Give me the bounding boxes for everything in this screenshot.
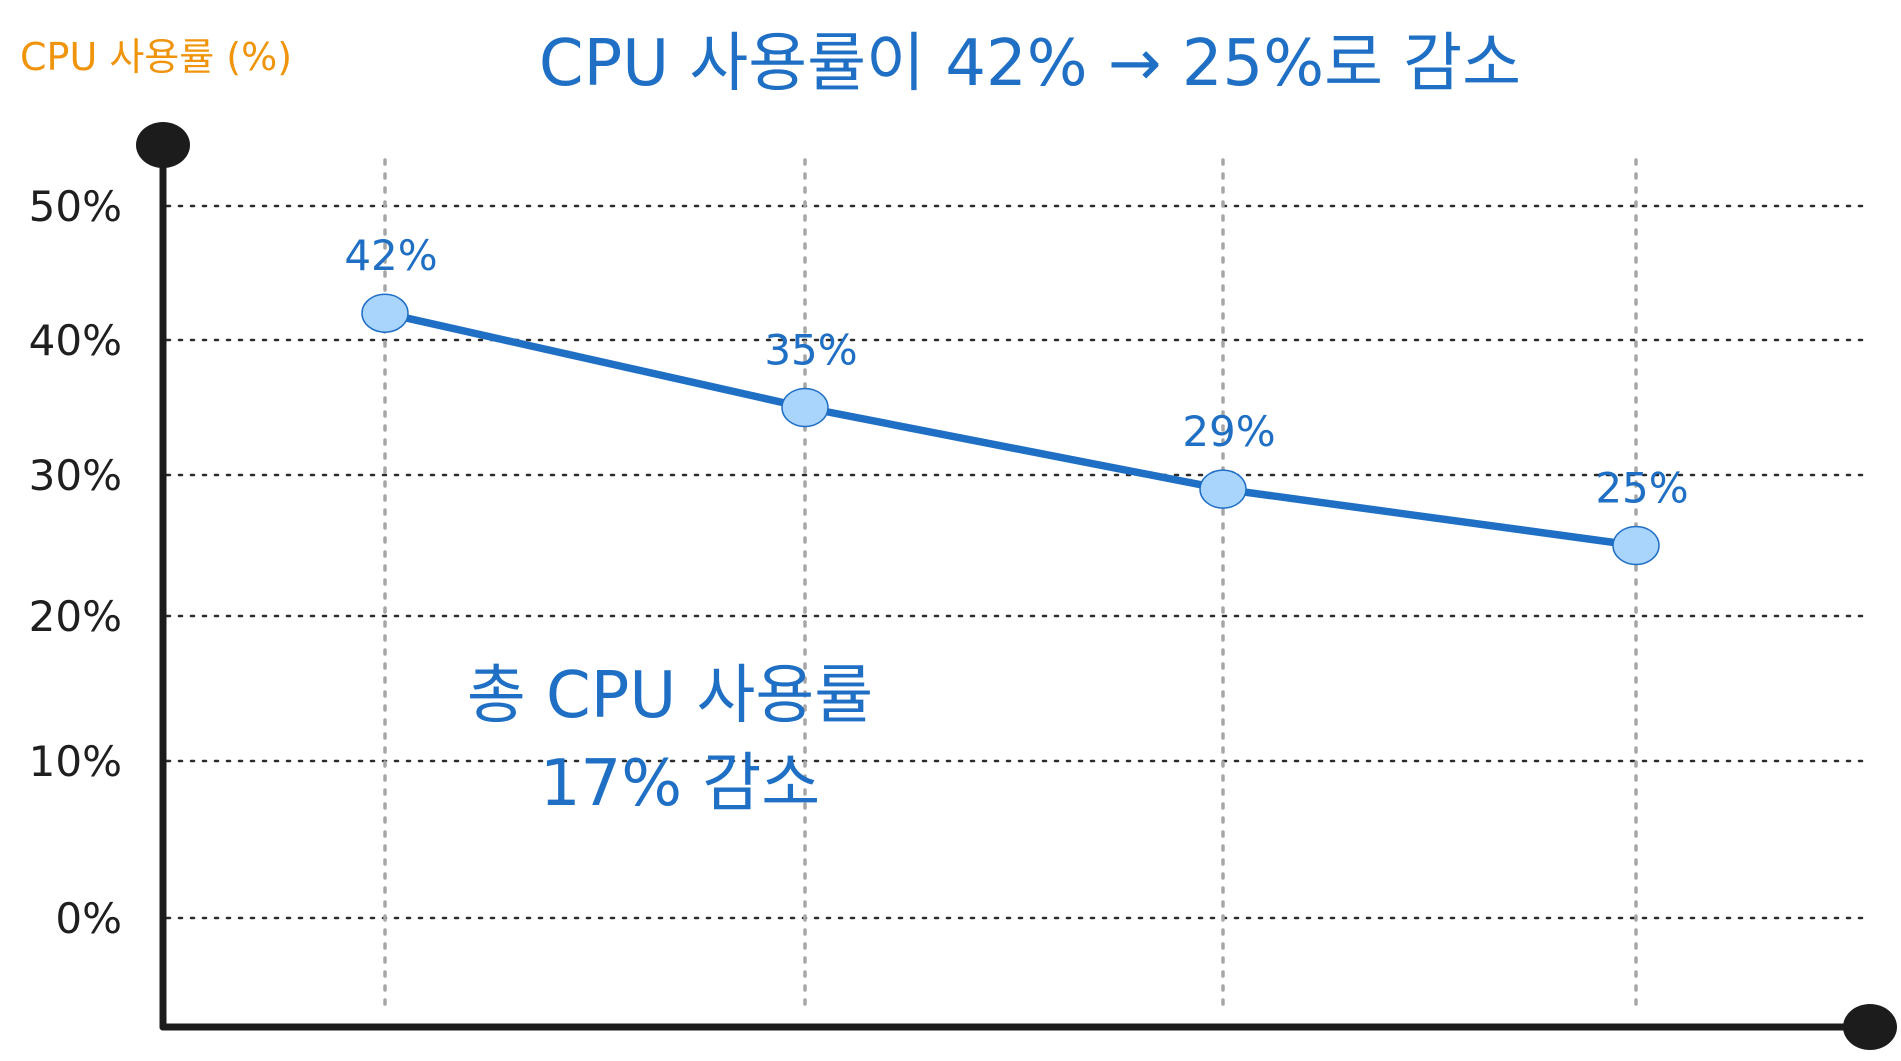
y-tick-label-50: 50% [29,182,122,231]
y-tick-label-40: 40% [29,316,122,365]
y-tick-label-10: 10% [29,737,122,786]
data-point-3 [1199,469,1247,509]
data-label-2: 35% [764,326,857,375]
annotation-line-2: 17% 감소 [540,747,820,821]
data-label-4: 25% [1595,464,1688,513]
annotation: 총 CPU 사용률 17% 감소 [467,659,873,821]
series-line-segment-1 [381,309,809,412]
annotation-line-1: 총 CPU 사용률 [467,659,873,733]
y-tick-labels: 0% 10% 20% 30% 40% 50% [29,182,122,943]
series-line-segment-3 [1219,485,1640,550]
y-tick-label-20: 20% [29,592,122,641]
x-axis-end-cap [1843,1004,1897,1050]
chart-title: CPU 사용률이 42% → 25%로 감소 [539,27,1521,101]
data-points [361,293,1660,566]
y-tick-label-30: 30% [29,451,122,500]
series-line-segment-2 [801,403,1227,493]
data-label-3: 29% [1182,407,1275,456]
data-labels: 42% 35% 29% 25% [344,231,1688,512]
data-point-1 [361,293,409,333]
series-line-group [381,309,1640,550]
data-label-1: 42% [344,231,437,280]
axes [136,122,1897,1050]
grid-lines [165,158,1867,1012]
data-point-2 [781,387,829,428]
data-point-4 [1612,525,1660,566]
y-axis-label: CPU 사용률 (%) [20,35,292,79]
y-tick-label-0: 0% [55,894,122,943]
y-axis-end-cap [136,122,190,168]
